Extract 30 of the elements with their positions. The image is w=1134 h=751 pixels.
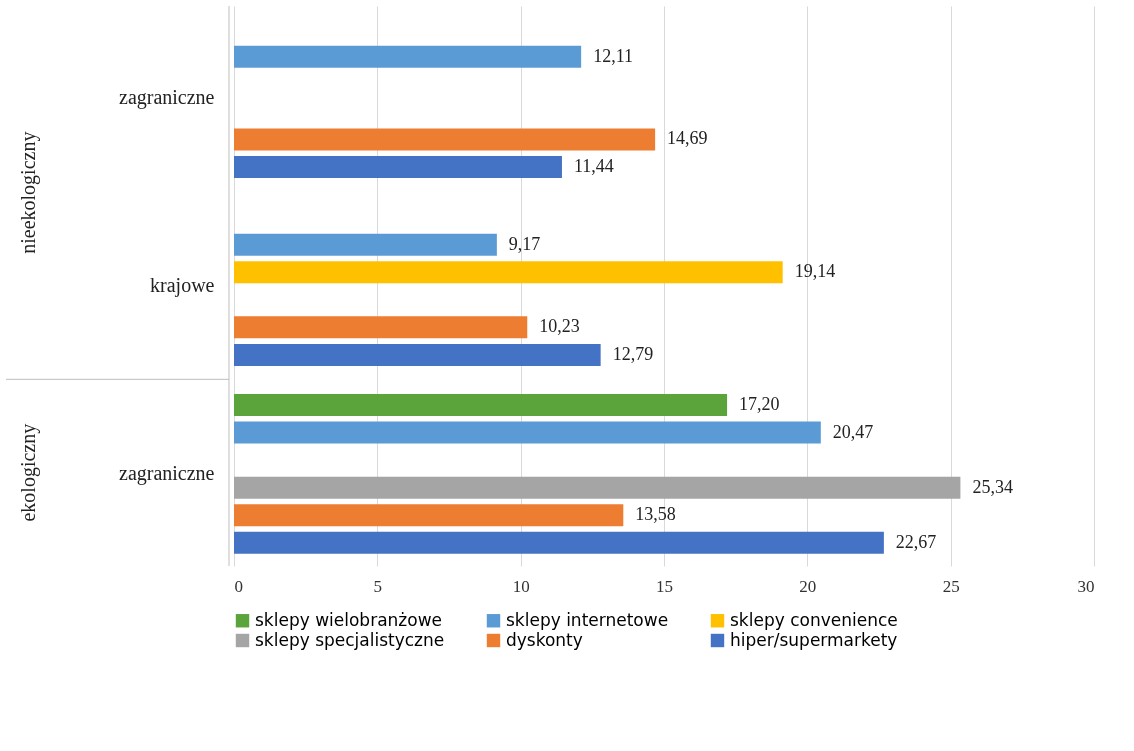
data-label: 13,58 xyxy=(635,504,676,525)
data-label: 10,23 xyxy=(539,316,580,337)
data-label: 19,14 xyxy=(794,261,836,282)
y-tick-label: krajowe xyxy=(150,274,215,297)
legend-label: hiper/supermarkety xyxy=(730,629,898,650)
text: ekologiczny xyxy=(17,423,40,522)
x-tick-label: 25 xyxy=(942,576,960,596)
legend-label: sklepy convenience xyxy=(730,609,898,630)
legend-label: sklepy specjalistyczne xyxy=(255,629,445,650)
x-tick-label: 10 xyxy=(512,576,530,596)
y-tick-label: zagraniczne xyxy=(119,86,215,110)
data-label: 20,47 xyxy=(832,421,874,442)
x-tick-label: 0 xyxy=(234,576,243,596)
data-label: 12,79 xyxy=(612,343,654,364)
legend-label: sklepy wielobranżowe xyxy=(255,609,443,630)
data-label: 11,44 xyxy=(573,155,614,176)
data-label: 12,11 xyxy=(593,45,633,66)
x-tick-label: 15 xyxy=(656,576,673,596)
x-tick-label: 30 xyxy=(1077,576,1095,596)
text: nieekologiczny xyxy=(17,131,40,254)
data-label: 9,17 xyxy=(508,233,541,254)
data-label: 17,20 xyxy=(739,394,780,415)
x-tick-label: 5 xyxy=(373,576,383,596)
x-tick-label: 20 xyxy=(799,576,817,596)
legend-label: sklepy internetowe xyxy=(506,609,669,630)
data-label: 22,67 xyxy=(895,531,937,552)
data-label: 25,34 xyxy=(972,476,1013,497)
data-label: 14,69 xyxy=(667,128,708,149)
y-tick-label: zagraniczne xyxy=(119,461,215,485)
legend-label: dyskonty xyxy=(506,629,583,650)
